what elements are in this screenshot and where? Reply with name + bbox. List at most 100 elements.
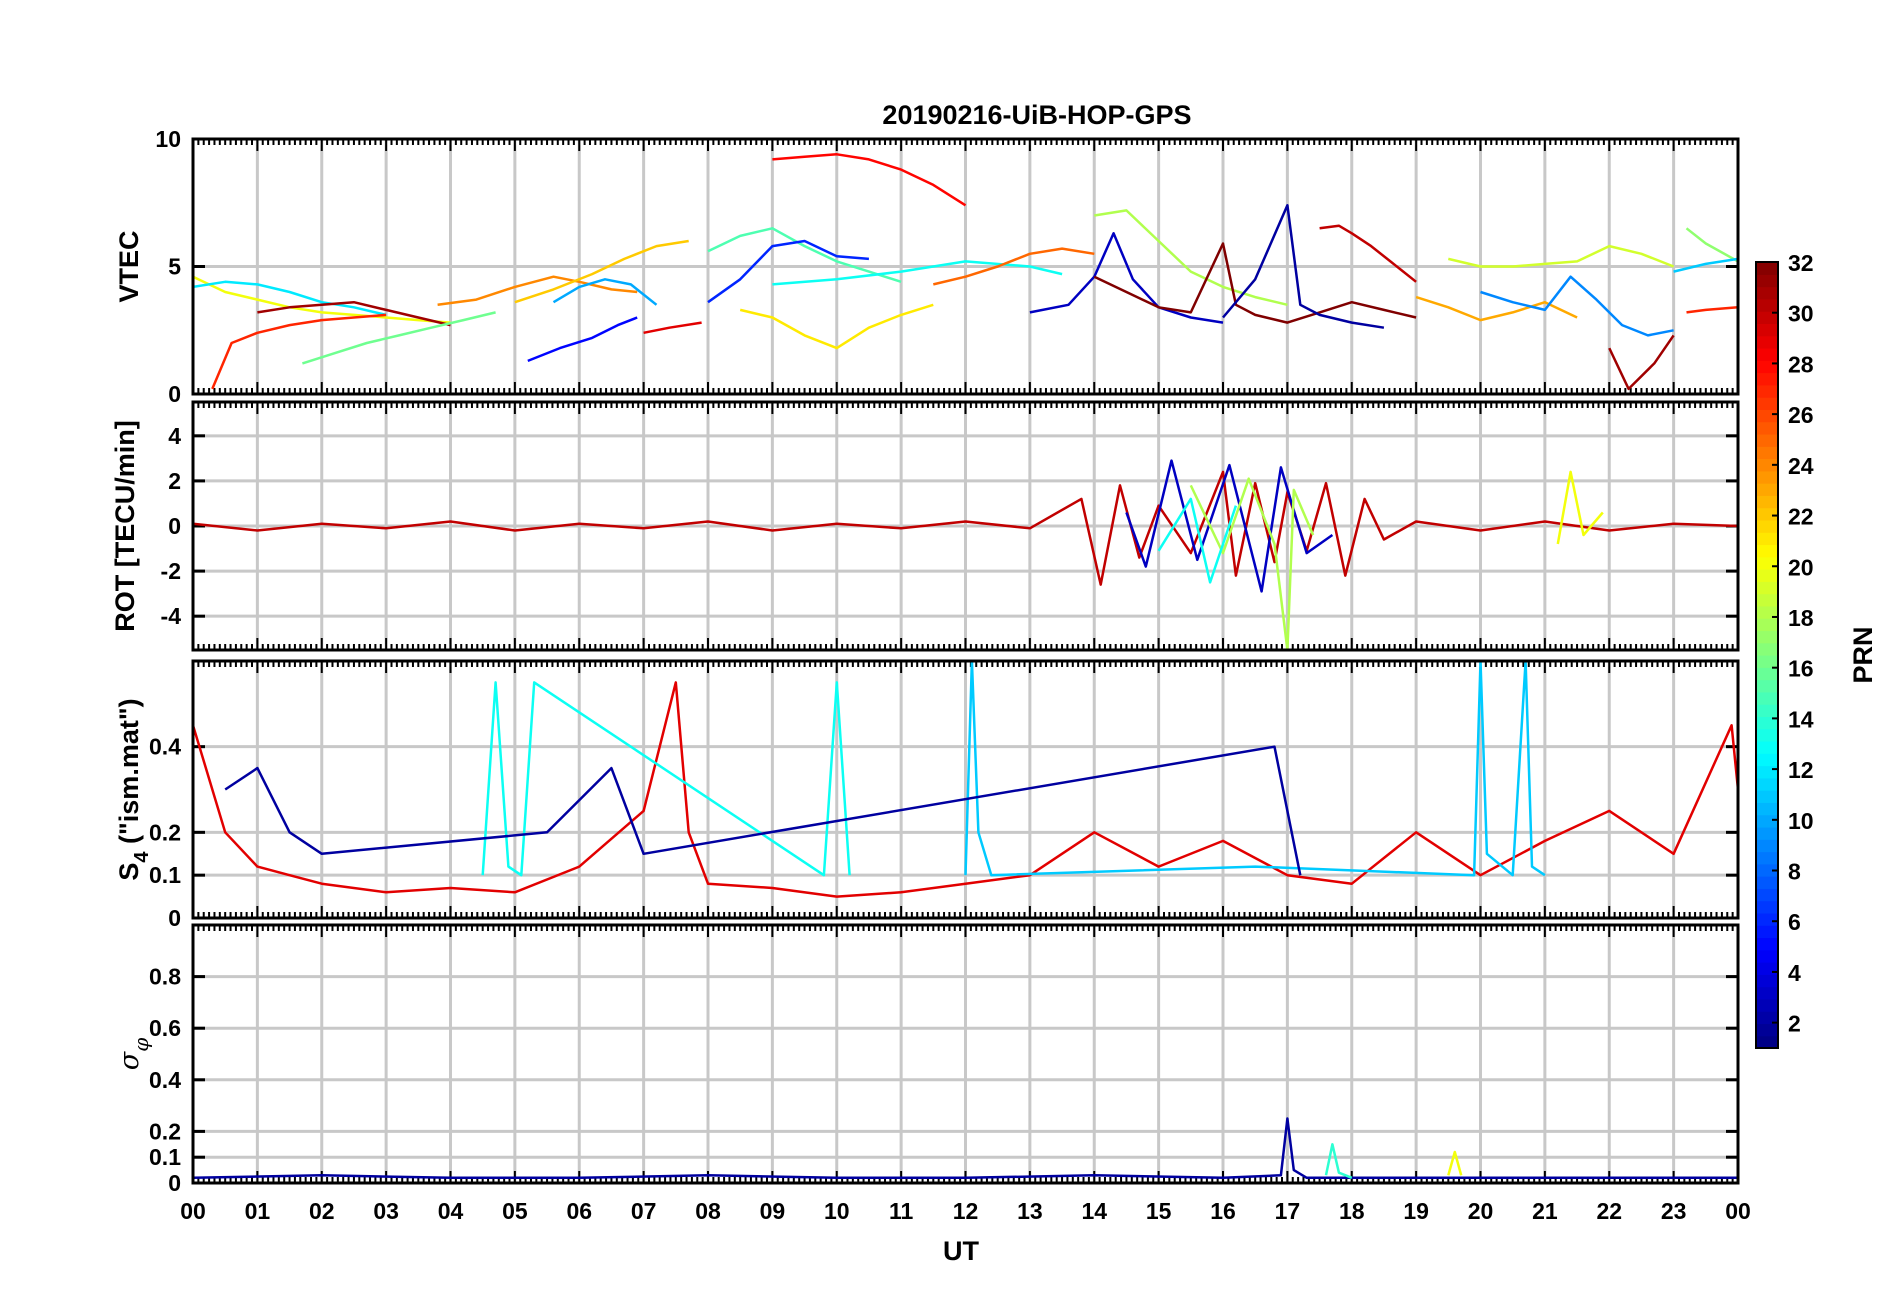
x-tick-label: 01: [245, 1198, 271, 1224]
series-prn-25: [933, 247, 1095, 286]
y-tick-label: 2: [168, 468, 181, 494]
x-tick-label: 22: [1596, 1198, 1622, 1224]
x-tick-label: 08: [695, 1198, 721, 1224]
colorbar-segment: [1756, 925, 1778, 939]
colorbar-segment: [1756, 888, 1778, 902]
series-group-sigma_phi: [193, 1117, 1738, 1180]
colorbar-segment: [1756, 1035, 1778, 1049]
y-tick-label: 0: [168, 513, 181, 539]
x-tick-label: 00: [180, 1198, 206, 1224]
x-tick-label: 07: [631, 1198, 657, 1224]
colorbar-tick-label: 28: [1788, 351, 1814, 377]
colorbar-segment: [1756, 421, 1778, 435]
x-tick-label: 14: [1081, 1198, 1107, 1224]
panel-sigma_phi: 00.10.2 0.4 0.6 0.8 σφ: [114, 923, 1740, 1196]
colorbar-segment: [1756, 544, 1778, 558]
y-tick-label: 4: [168, 423, 181, 449]
y-axis-label-vtec: VTEC: [114, 230, 144, 302]
series-prn-31: [257, 300, 451, 327]
colorbar-segment: [1756, 826, 1778, 840]
colorbar-segment: [1756, 679, 1778, 693]
y-tick-label: -2: [161, 558, 181, 584]
panel-rot: -4 -2 0 2 4 ROT [TECU/min]: [110, 400, 1740, 652]
colorbar-tick-label: 30: [1788, 301, 1814, 327]
x-tick-label: 19: [1403, 1198, 1429, 1224]
y-tick-label: 0: [168, 381, 181, 407]
series-prn-13: [1157, 497, 1238, 584]
colorbar-segment: [1756, 630, 1778, 644]
series-prn-21: [739, 303, 934, 350]
colorbar-segment: [1756, 581, 1778, 595]
x-tick-label: 12: [953, 1198, 979, 1224]
series-prn-9: [1480, 275, 1674, 337]
colorbar-segment: [1756, 519, 1778, 533]
series-prn-30: [1319, 224, 1417, 283]
colorbar-frame: [1755, 261, 1779, 1049]
colorbar-segment: [1756, 998, 1778, 1012]
series-group-rot: [193, 459, 1738, 650]
colorbar-tick-label: 10: [1788, 808, 1814, 834]
x-tick-label: 00: [1725, 1198, 1751, 1224]
x-tick-label: 13: [1017, 1198, 1043, 1224]
colorbar-segment: [1756, 814, 1778, 828]
colorbar-tick-label: 8: [1788, 859, 1801, 885]
colorbar-segment: [1756, 863, 1778, 877]
colorbar-segment: [1756, 298, 1778, 312]
series-prn-18: [1189, 477, 1315, 650]
y-tick-label: 0.8: [149, 964, 181, 990]
x-tick-label: 06: [566, 1198, 592, 1224]
series-prn-2: [1222, 204, 1385, 329]
colorbar-segment: [1756, 593, 1778, 607]
series-prn-24: [437, 275, 638, 307]
series-group-s4: [193, 661, 1738, 898]
colorbar-label: PRN: [1848, 626, 1878, 683]
colorbar-segment: [1756, 691, 1778, 705]
colorbar-segment: [1756, 311, 1778, 325]
series-prn-2: [224, 745, 1302, 876]
series-prn-3: [1029, 232, 1224, 324]
series-prn-15: [707, 227, 902, 283]
colorbar-segment: [1756, 397, 1778, 410]
x-tick-label: 04: [438, 1198, 464, 1224]
series-prn-13: [772, 260, 1063, 286]
y-tick-label: 0.2: [149, 819, 181, 845]
colorbar-tick-label: 6: [1788, 909, 1801, 935]
colorbar-segment: [1756, 876, 1778, 889]
colorbar-tick-label: 14: [1788, 706, 1814, 732]
series-prn-20: [1556, 470, 1604, 545]
series-prn-13: [481, 681, 851, 877]
colorbar-segment: [1756, 507, 1778, 521]
colorbar-tick-label: 24: [1788, 453, 1814, 479]
colorbar-segment: [1756, 1023, 1778, 1037]
x-tick-label: 02: [309, 1198, 335, 1224]
series-group-vtec: [193, 153, 1738, 391]
colorbar-segment: [1756, 962, 1778, 975]
colorbar-segment: [1756, 777, 1778, 791]
colorbar-segment: [1756, 372, 1778, 386]
colorbar-segment: [1756, 618, 1778, 632]
colorbar-tick-label: 26: [1788, 402, 1814, 428]
series-prn-11: [1673, 257, 1738, 273]
panel-frame: [191, 659, 1740, 920]
colorbar-segment: [1756, 839, 1778, 853]
colorbar-tick-label: 18: [1788, 605, 1814, 631]
colorbar-tick-label: 2: [1788, 1011, 1801, 1037]
series-prn-30: [193, 470, 1738, 586]
y-tick-label: 0.1: [149, 862, 181, 888]
colorbar-tick-label: 12: [1788, 757, 1814, 783]
series-prn-29: [643, 321, 702, 335]
x-tick-label: 16: [1210, 1198, 1236, 1224]
colorbar-tick-label: 16: [1788, 656, 1814, 682]
x-tick-label: 09: [760, 1198, 786, 1224]
colorbar-segment: [1756, 556, 1778, 570]
series-prn-14: [1324, 1143, 1353, 1179]
series-prn-18: [1094, 209, 1288, 307]
colorbar-segment: [1756, 900, 1778, 914]
series-prn-17: [1685, 227, 1738, 263]
colorbar-tick-label: 20: [1788, 554, 1814, 580]
y-axis-label-rot: ROT [TECU/min]: [110, 420, 140, 631]
colorbar-segment: [1756, 323, 1778, 337]
colorbar-segment: [1756, 483, 1778, 496]
